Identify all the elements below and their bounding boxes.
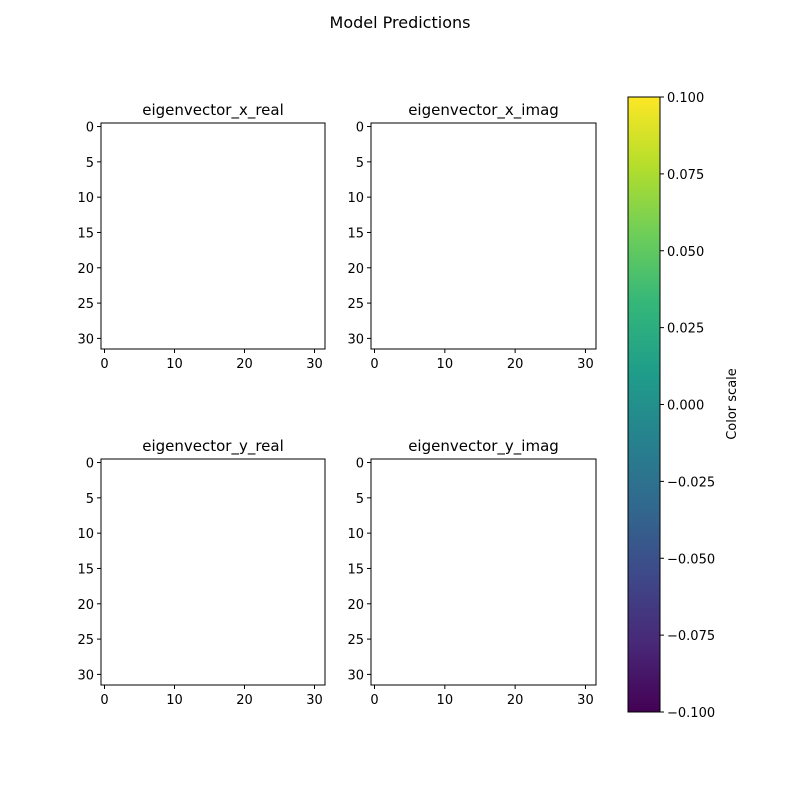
y-tick-label: 10 bbox=[77, 191, 94, 206]
x-tick-label: 30 bbox=[306, 357, 323, 372]
colorbar-tick-label: 0.100 bbox=[667, 91, 704, 106]
colorbar-tick-label: 0.000 bbox=[667, 399, 704, 414]
y-tick-label: 20 bbox=[347, 598, 364, 613]
y-tick-label: 30 bbox=[347, 332, 364, 347]
y-tick-label: 20 bbox=[347, 262, 364, 277]
plot-area bbox=[370, 458, 597, 686]
y-tick-label: 5 bbox=[86, 156, 94, 171]
colorbar-tick-label: −0.050 bbox=[667, 552, 715, 567]
colorbar-tick-label: 0.025 bbox=[667, 322, 704, 337]
x-tick-label: 20 bbox=[236, 693, 253, 708]
y-tick-label: 15 bbox=[77, 562, 94, 577]
y-tick-label: 30 bbox=[77, 668, 94, 683]
y-tick-label: 25 bbox=[77, 297, 94, 312]
y-tick-label: 25 bbox=[77, 633, 94, 648]
y-tick-label: 30 bbox=[77, 332, 94, 347]
x-tick-label: 30 bbox=[306, 693, 323, 708]
x-tick-label: 10 bbox=[166, 693, 183, 708]
subplot-title: eigenvector_y_imag bbox=[408, 437, 559, 456]
y-tick-label: 20 bbox=[77, 598, 94, 613]
x-tick-label: 20 bbox=[507, 693, 524, 708]
y-tick-label: 25 bbox=[347, 297, 364, 312]
y-tick-label: 10 bbox=[347, 527, 364, 542]
plot-area bbox=[100, 458, 326, 686]
x-tick-label: 20 bbox=[236, 357, 253, 372]
colorbar-tick-label: 0.050 bbox=[667, 245, 704, 260]
colorbar-gradient bbox=[627, 96, 661, 713]
subplot-title: eigenvector_x_real bbox=[142, 101, 284, 120]
subplot-eigenvector-x-imag: eigenvector_x_imag 0 10 20 30 0 5 10 15 20 25 30 bbox=[347, 101, 597, 372]
x-tick-label: 10 bbox=[437, 357, 454, 372]
y-tick-label: 10 bbox=[77, 527, 94, 542]
y-tick-label: 0 bbox=[86, 457, 94, 472]
x-tick-label: 0 bbox=[100, 693, 108, 708]
x-tick-label: 30 bbox=[577, 693, 594, 708]
y-tick-label: 25 bbox=[347, 633, 364, 648]
y-tick-label: 0 bbox=[356, 457, 364, 472]
x-tick-label: 0 bbox=[370, 357, 378, 372]
colorbar-label: Color scale bbox=[725, 368, 740, 440]
subplot-eigenvector-x-real: eigenvector_x_real 0 10 20 30 0 5 10 15 20 25 30 bbox=[77, 101, 326, 372]
x-tick-label: 30 bbox=[577, 357, 594, 372]
y-tick-label: 5 bbox=[356, 492, 364, 507]
y-tick-label: 20 bbox=[77, 262, 94, 277]
y-tick-label: 0 bbox=[86, 121, 94, 136]
y-tick-label: 15 bbox=[347, 226, 364, 241]
subplot-title: eigenvector_y_real bbox=[142, 437, 284, 456]
x-tick-label: 20 bbox=[507, 357, 524, 372]
y-tick-label: 5 bbox=[86, 492, 94, 507]
colorbar-tick-label: −0.025 bbox=[667, 475, 715, 490]
y-tick-label: 15 bbox=[77, 226, 94, 241]
plot-area bbox=[100, 122, 326, 350]
y-tick-label: 0 bbox=[356, 121, 364, 136]
plot-area bbox=[370, 122, 597, 350]
colorbar-tick-label: −0.075 bbox=[667, 629, 715, 644]
y-tick-label: 10 bbox=[347, 191, 364, 206]
colorbar-tick-label: −0.100 bbox=[667, 706, 715, 721]
x-tick-label: 10 bbox=[437, 693, 454, 708]
figure-title: Model Predictions bbox=[330, 13, 471, 32]
subplot-eigenvector-y-real: eigenvector_y_real 0 10 20 30 0 5 10 15 20 25 30 bbox=[77, 437, 326, 708]
x-tick-label: 10 bbox=[166, 357, 183, 372]
colorbar: Color scale −0.100 −0.075 −0.050 −0.025 0.00… bbox=[627, 91, 740, 721]
y-tick-label: 30 bbox=[347, 668, 364, 683]
subplot-title: eigenvector_x_imag bbox=[408, 101, 559, 120]
y-tick-label: 15 bbox=[347, 562, 364, 577]
x-tick-label: 0 bbox=[100, 357, 108, 372]
subplot-eigenvector-y-imag: eigenvector_y_imag 0 10 20 30 0 5 10 15 20 25 30 bbox=[347, 437, 597, 708]
colorbar-tick-label: 0.075 bbox=[667, 168, 704, 183]
y-tick-label: 5 bbox=[356, 156, 364, 171]
x-tick-label: 0 bbox=[370, 693, 378, 708]
